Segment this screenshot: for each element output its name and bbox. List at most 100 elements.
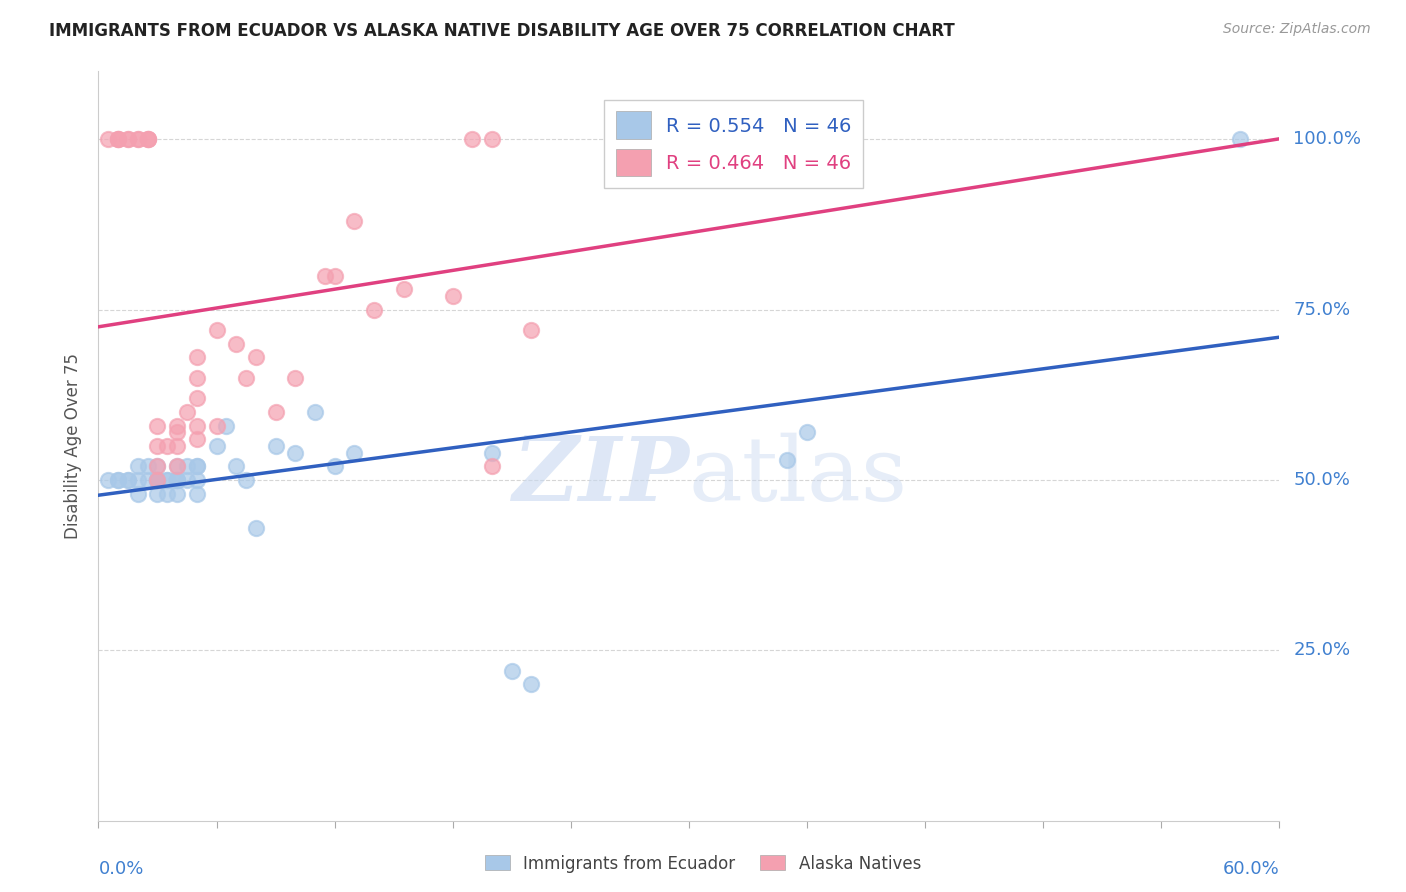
Point	[501, 664, 523, 678]
Point	[136, 132, 159, 146]
Text: 60.0%: 60.0%	[1223, 860, 1279, 878]
Point	[166, 418, 188, 433]
Point	[146, 473, 169, 487]
Text: 50.0%: 50.0%	[1294, 471, 1350, 489]
Point	[176, 405, 198, 419]
Text: Source: ZipAtlas.com: Source: ZipAtlas.com	[1223, 22, 1371, 37]
Point	[186, 392, 208, 406]
Point	[756, 132, 779, 146]
Point	[186, 371, 208, 385]
Point	[392, 282, 415, 296]
Point	[146, 473, 169, 487]
Point	[235, 473, 257, 487]
Point	[107, 132, 129, 146]
Point	[481, 132, 503, 146]
Point	[146, 418, 169, 433]
Point	[363, 302, 385, 317]
Text: ZIP: ZIP	[513, 433, 689, 519]
Point	[146, 459, 169, 474]
Point	[1229, 132, 1251, 146]
Point	[117, 473, 139, 487]
Point	[156, 473, 179, 487]
Point	[186, 473, 208, 487]
Point	[127, 486, 149, 500]
Point	[186, 351, 208, 365]
Point	[107, 473, 129, 487]
Point	[107, 132, 129, 146]
Text: IMMIGRANTS FROM ECUADOR VS ALASKA NATIVE DISABILITY AGE OVER 75 CORRELATION CHAR: IMMIGRANTS FROM ECUADOR VS ALASKA NATIVE…	[49, 22, 955, 40]
Point	[284, 371, 307, 385]
Point	[323, 459, 346, 474]
Legend: Immigrants from Ecuador, Alaska Natives: Immigrants from Ecuador, Alaska Natives	[478, 848, 928, 880]
Point	[166, 486, 188, 500]
Point	[481, 459, 503, 474]
Point	[107, 473, 129, 487]
Point	[136, 132, 159, 146]
Point	[176, 459, 198, 474]
Point	[461, 132, 484, 146]
Point	[215, 418, 238, 433]
Point	[776, 132, 799, 146]
Point	[146, 486, 169, 500]
Point	[323, 268, 346, 283]
Point	[441, 289, 464, 303]
Point	[166, 473, 188, 487]
Point	[156, 439, 179, 453]
Point	[127, 459, 149, 474]
Point	[136, 132, 159, 146]
Point	[186, 459, 208, 474]
Point	[776, 452, 799, 467]
Point	[343, 214, 366, 228]
Point	[127, 132, 149, 146]
Point	[343, 446, 366, 460]
Point	[136, 473, 159, 487]
Point	[146, 439, 169, 453]
Point	[166, 473, 188, 487]
Point	[481, 446, 503, 460]
Point	[186, 459, 208, 474]
Point	[245, 351, 267, 365]
Text: atlas: atlas	[689, 433, 908, 520]
Point	[205, 418, 228, 433]
Point	[520, 677, 543, 691]
Point	[304, 405, 326, 419]
Point	[205, 323, 228, 337]
Point	[117, 132, 139, 146]
Point	[835, 132, 858, 146]
Point	[186, 486, 208, 500]
Point	[127, 132, 149, 146]
Point	[796, 425, 818, 440]
Y-axis label: Disability Age Over 75: Disability Age Over 75	[65, 353, 83, 539]
Point	[166, 459, 188, 474]
Point	[156, 486, 179, 500]
Point	[176, 473, 198, 487]
Point	[245, 521, 267, 535]
Point	[225, 459, 247, 474]
Point	[117, 132, 139, 146]
Point	[146, 473, 169, 487]
Point	[186, 432, 208, 446]
Point	[166, 459, 188, 474]
Point	[166, 439, 188, 453]
Point	[284, 446, 307, 460]
Point	[117, 473, 139, 487]
Point	[136, 459, 159, 474]
Point	[127, 473, 149, 487]
Text: 0.0%: 0.0%	[98, 860, 143, 878]
Point	[264, 439, 287, 453]
Text: 75.0%: 75.0%	[1294, 301, 1351, 318]
Text: 100.0%: 100.0%	[1294, 130, 1361, 148]
Point	[146, 459, 169, 474]
Point	[146, 473, 169, 487]
Point	[314, 268, 336, 283]
Point	[205, 439, 228, 453]
Point	[186, 418, 208, 433]
Legend: R = 0.554   N = 46, R = 0.464   N = 46: R = 0.554 N = 46, R = 0.464 N = 46	[605, 100, 863, 188]
Point	[97, 473, 120, 487]
Point	[520, 323, 543, 337]
Point	[225, 336, 247, 351]
Point	[166, 473, 188, 487]
Text: 25.0%: 25.0%	[1294, 641, 1351, 659]
Point	[166, 425, 188, 440]
Point	[264, 405, 287, 419]
